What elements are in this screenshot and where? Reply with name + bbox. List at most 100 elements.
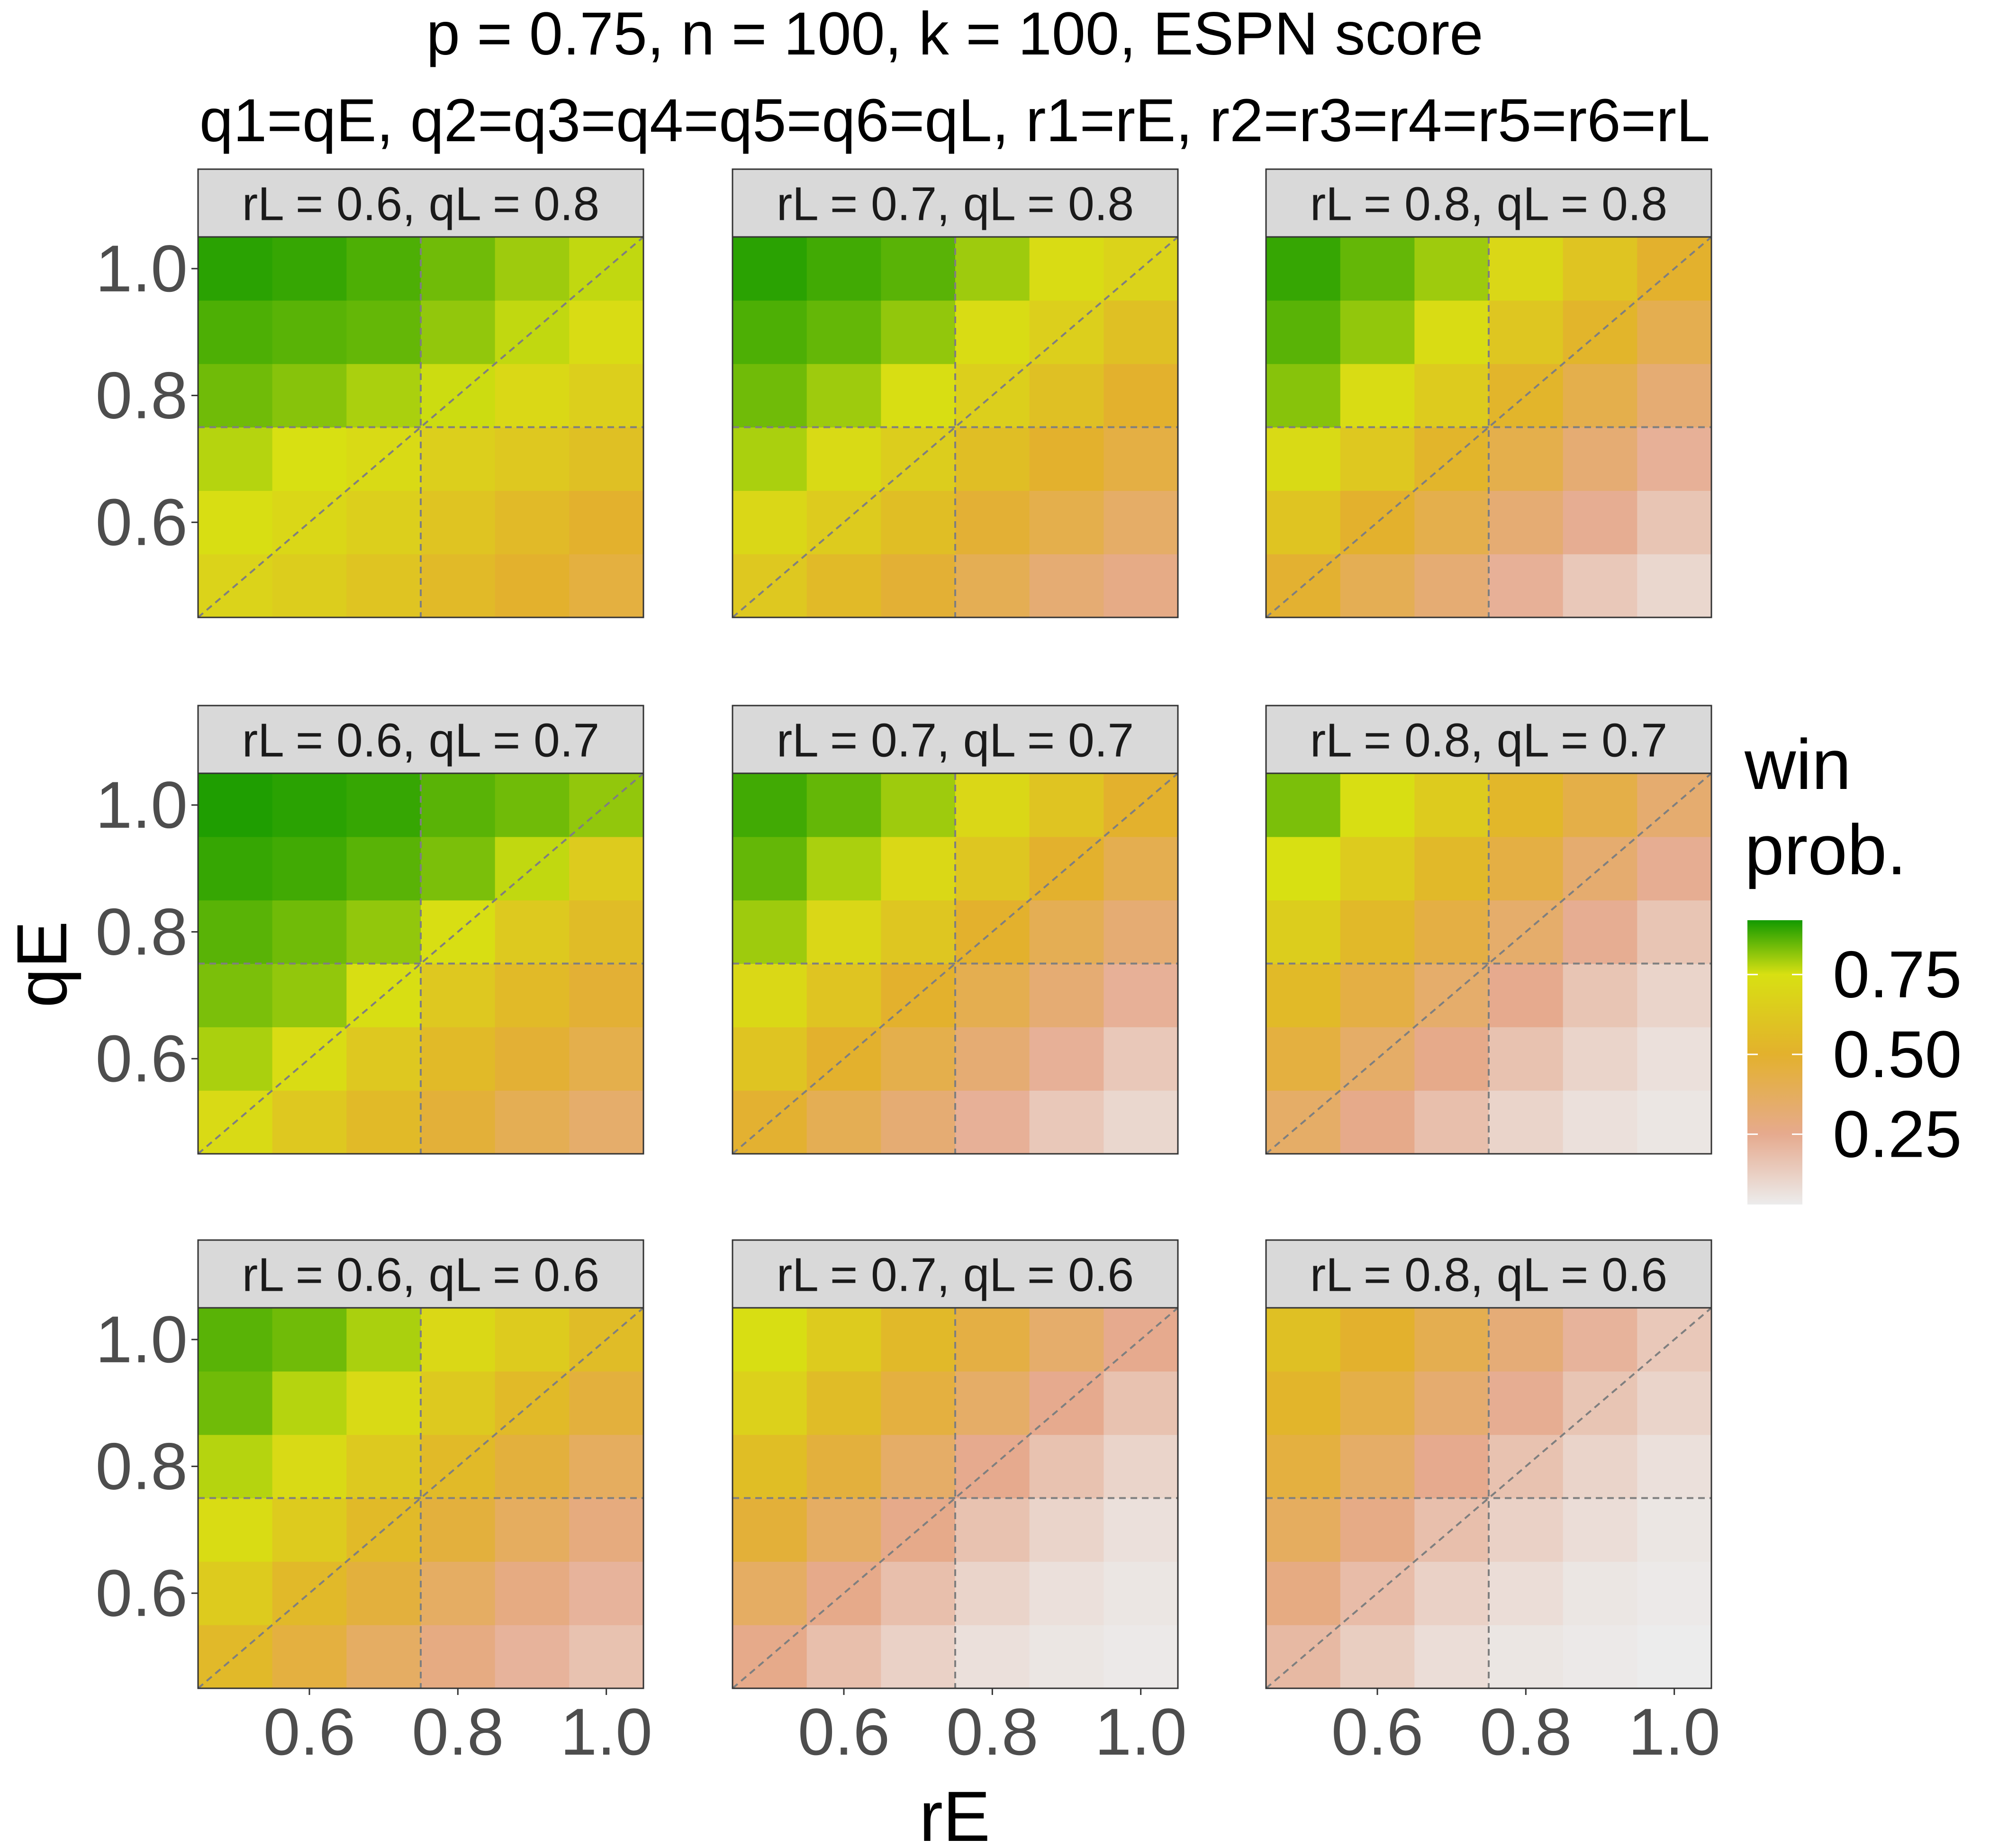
y-tick-label: 0.8	[95, 895, 188, 969]
heatmap-cell	[1637, 963, 1712, 1027]
x-tick-label: 0.6	[798, 1694, 890, 1769]
heatmap-cell	[1340, 1561, 1415, 1625]
facet-panel: rL = 0.8, qL = 0.8	[1265, 168, 1712, 618]
heatmap-cell	[806, 363, 881, 428]
legend-tick-label: 0.25	[1833, 1097, 1962, 1171]
facet-panel: rL = 0.7, qL = 0.6 0.6 0.8 1.0	[732, 1239, 1187, 1769]
heatmap-cell	[495, 1308, 570, 1372]
heatmap-cell	[1637, 300, 1712, 364]
heatmap-cell	[1266, 237, 1341, 301]
heatmap-cell	[272, 900, 347, 964]
heatmap-cell	[1489, 1561, 1564, 1625]
heatmap-cell	[495, 554, 570, 618]
heatmap-cell	[495, 237, 570, 301]
heatmap-cell	[495, 1498, 570, 1562]
facet-panel: rL = 0.8, qL = 0.7	[1265, 705, 1712, 1155]
heatmap-cell	[1637, 363, 1712, 428]
heatmap-cell	[1340, 963, 1415, 1027]
heatmap-cell	[881, 1027, 956, 1091]
heatmap-cell	[881, 900, 956, 964]
facet-panel: rL = 0.6, qL = 0.6 0.6 0.8 1.0 0.6 0.8 1.0	[95, 1239, 652, 1769]
facet-strip	[1265, 705, 1712, 774]
heatmap-cell	[495, 963, 570, 1027]
heatmap-cell	[272, 1434, 347, 1499]
heatmap-cell	[1489, 237, 1564, 301]
heatmap-cell	[1637, 1498, 1712, 1562]
heatmap-cell	[421, 427, 496, 491]
heatmap-cell	[272, 963, 347, 1027]
heatmap-cell	[1414, 1625, 1489, 1689]
heatmap-cell	[272, 1090, 347, 1154]
heatmap-cell	[1029, 1561, 1104, 1625]
heatmap-cell	[421, 1027, 496, 1091]
heatmap-cell	[806, 1561, 881, 1625]
heatmap-cell	[955, 1498, 1030, 1562]
heatmap-cell	[495, 1371, 570, 1435]
facet-strip	[197, 168, 644, 238]
heatmap-cell	[733, 1498, 807, 1562]
facet-strip-label: rL = 0.8, qL = 0.7	[1310, 714, 1667, 767]
heatmap-cell	[198, 1308, 273, 1372]
heatmap-cell	[421, 1625, 496, 1689]
heatmap-cell	[1266, 1371, 1341, 1435]
heatmap-cell	[1637, 490, 1712, 554]
heatmap-cell	[955, 773, 1030, 837]
heatmap-cell	[1414, 773, 1489, 837]
heatmap-cell	[272, 427, 347, 491]
heatmap-cell	[1029, 1498, 1104, 1562]
heatmap-cell	[272, 490, 347, 554]
heatmap-cell	[495, 900, 570, 964]
legend-colorbar	[1747, 920, 1802, 1205]
heatmap-cell	[1489, 1625, 1564, 1689]
heatmap-cell	[198, 490, 273, 554]
facet-panel: rL = 0.6, qL = 0.8 0.6 0.8 1.0	[95, 168, 644, 618]
heatmap-cell	[272, 237, 347, 301]
x-tick-label: 1.0	[560, 1694, 652, 1769]
heatmap-cell	[955, 490, 1030, 554]
heatmap-cell	[806, 1371, 881, 1435]
heatmap-cell	[733, 1434, 807, 1499]
heatmap-cell	[881, 1625, 956, 1689]
heatmap-cell	[1029, 427, 1104, 491]
facet-panel: rL = 0.7, qL = 0.7	[732, 705, 1179, 1155]
heatmap-cell	[881, 836, 956, 901]
heatmap-cell	[346, 1434, 421, 1499]
heatmap-cell	[346, 836, 421, 901]
heatmap-cell	[1340, 1498, 1415, 1562]
heatmap-cell	[495, 363, 570, 428]
heatmap-cell	[806, 963, 881, 1027]
heatmap-cell	[1489, 490, 1564, 554]
heatmap-cell	[1340, 1027, 1415, 1091]
heatmap-cell	[1563, 773, 1637, 837]
heatmap-cell	[1563, 1090, 1637, 1154]
heatmap-cell	[1414, 363, 1489, 428]
heatmap-cell	[881, 1434, 956, 1499]
heatmap-cell	[495, 427, 570, 491]
heatmap-cell	[1637, 427, 1712, 491]
legend-title-line2: prob.	[1745, 810, 1907, 889]
heatmap-cell	[198, 1371, 273, 1435]
x-axis-title: rE	[919, 1776, 990, 1848]
heatmap-cell	[881, 554, 956, 618]
panel-border	[1265, 236, 1712, 618]
heatmap-cell	[806, 836, 881, 901]
facet-strip-label: rL = 0.8, qL = 0.6	[1310, 1249, 1667, 1302]
x-tick-label: 1.0	[1094, 1694, 1187, 1769]
heatmap-cell	[806, 1308, 881, 1372]
y-tick-label: 1.0	[95, 231, 188, 306]
heatmap-cell	[569, 1371, 644, 1435]
heatmap-cell	[569, 554, 644, 618]
heatmap-cell	[1104, 490, 1178, 554]
heatmap-cell	[569, 1625, 644, 1689]
heatmap-cell	[1637, 1371, 1712, 1435]
facet-strip	[732, 1239, 1179, 1309]
heatmap-cell	[1414, 490, 1489, 554]
heatmap-cell	[1563, 1625, 1637, 1689]
heatmap-cell	[1340, 363, 1415, 428]
heatmap-cell	[955, 427, 1030, 491]
heatmap-cell	[806, 300, 881, 364]
heatmap-cell	[806, 900, 881, 964]
y-tick-label: 0.8	[95, 1429, 188, 1504]
heatmap-cell	[1414, 237, 1489, 301]
